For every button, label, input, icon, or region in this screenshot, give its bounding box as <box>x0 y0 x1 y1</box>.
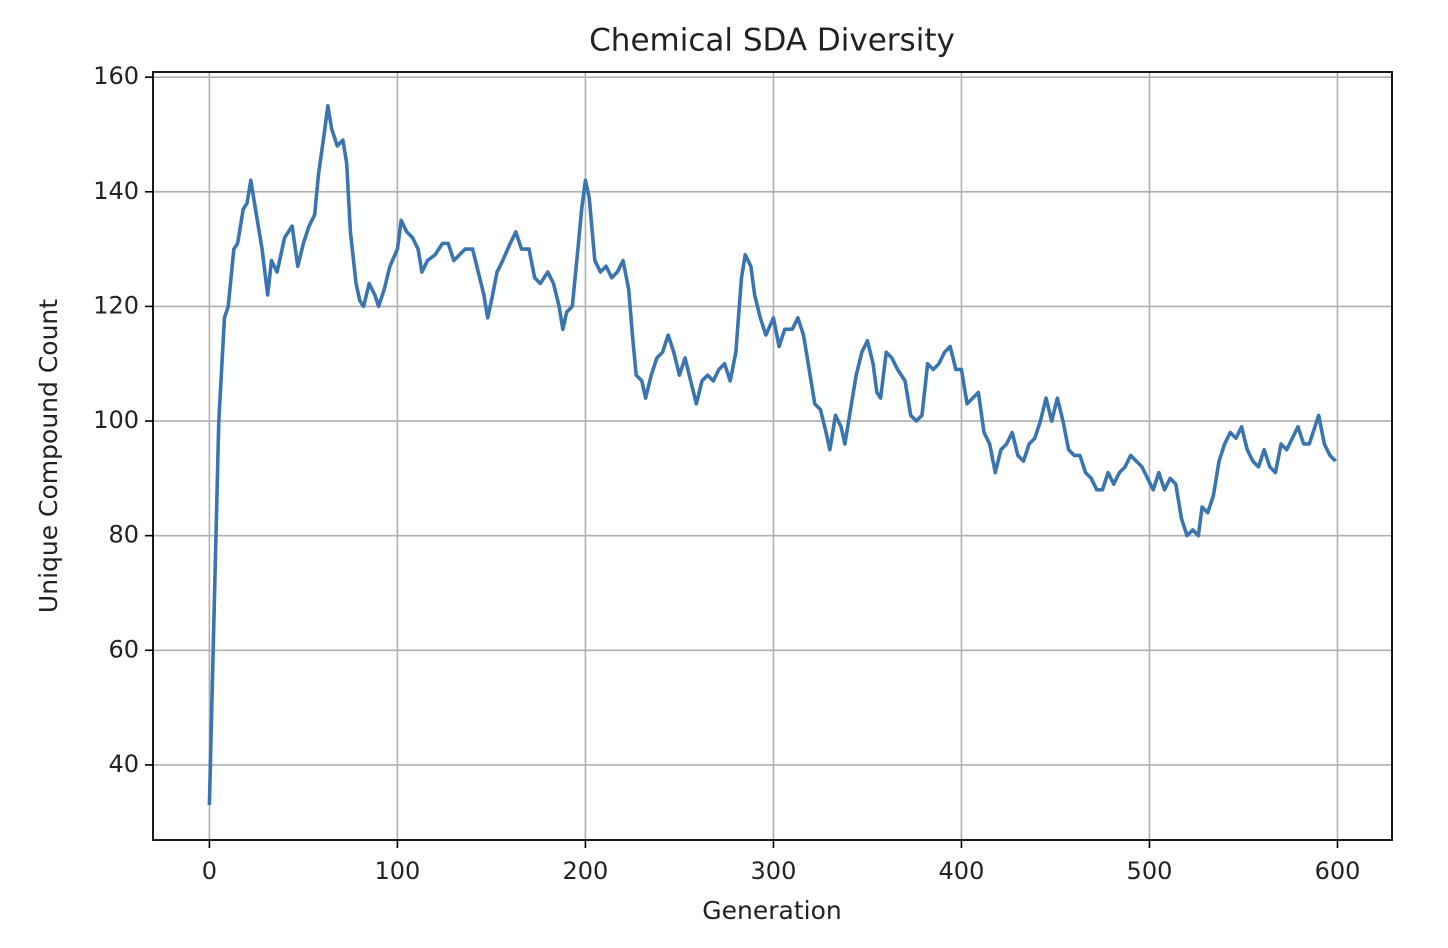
y-axis-label: Unique Compound Count <box>34 299 63 613</box>
x-tick-label: 200 <box>563 857 609 885</box>
y-tick-label: 140 <box>93 177 139 205</box>
y-tick-label: 80 <box>108 521 139 549</box>
x-tick-label: 0 <box>202 857 217 885</box>
x-axis-label: Generation <box>702 896 841 925</box>
data-line <box>207 104 1337 806</box>
x-tick-label: 600 <box>1315 857 1361 885</box>
y-tick-label: 120 <box>93 291 139 319</box>
y-tick-label: 100 <box>93 406 139 434</box>
plot-frame <box>152 71 1393 841</box>
x-tick-label: 100 <box>375 857 421 885</box>
y-tick-label: 60 <box>108 635 139 663</box>
x-tick-label: 500 <box>1127 857 1173 885</box>
y-tick-label: 160 <box>93 62 139 90</box>
x-tick-label: 400 <box>939 857 985 885</box>
y-tick-label: 40 <box>108 750 139 778</box>
chart-title: Chemical SDA Diversity <box>589 23 955 59</box>
x-tick-label: 300 <box>751 857 797 885</box>
